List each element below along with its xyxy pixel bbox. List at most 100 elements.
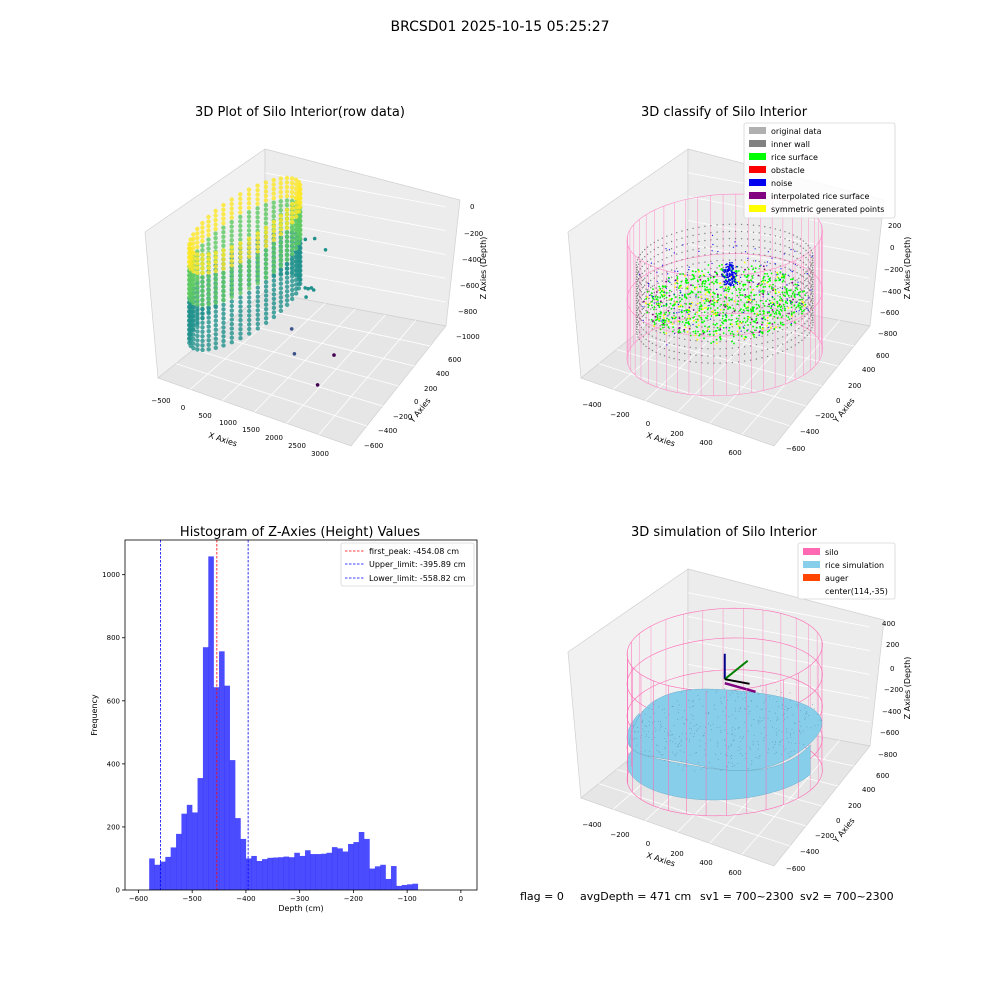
ring-point <box>195 231 200 236</box>
inner-wall-point <box>799 259 802 262</box>
rice-mesh-point <box>634 730 635 732</box>
inner-wall-point <box>668 306 670 308</box>
surface-point <box>720 303 723 306</box>
inner-wall-point <box>698 233 700 236</box>
histogram-title: Histogram of Z-Axies (Height) Values <box>180 525 420 540</box>
ring-point <box>221 311 226 316</box>
rice-mesh-point <box>693 733 695 735</box>
inner-wall-point <box>777 338 779 340</box>
surface-point <box>659 315 662 318</box>
surface-point <box>698 309 701 312</box>
surface-point <box>689 292 692 294</box>
surface-point <box>681 315 684 318</box>
ring-point <box>229 340 234 345</box>
simulation-z-tick: −800 <box>878 751 897 759</box>
surface-point <box>776 300 779 303</box>
surface-point <box>793 304 796 307</box>
surface-point <box>711 300 714 302</box>
inner-wall-point <box>636 261 638 264</box>
inner-wall-point <box>695 304 697 306</box>
ring-point <box>247 254 252 259</box>
ring-point <box>246 214 252 219</box>
ring-point <box>213 208 218 214</box>
rice-mesh-point <box>688 699 690 701</box>
inner-wall-point <box>772 332 774 334</box>
surface-point <box>700 316 702 319</box>
surface-point <box>758 265 761 268</box>
inner-wall-point <box>811 302 814 304</box>
ring-point <box>221 216 226 221</box>
ring-point <box>206 270 211 275</box>
inner-wall-point <box>689 296 691 298</box>
rice-mesh-point <box>655 744 657 746</box>
ring-point <box>200 229 205 235</box>
surface-point <box>676 279 679 282</box>
surface-point <box>759 325 761 328</box>
noise-point <box>731 261 733 264</box>
inner-wall-point <box>638 281 641 283</box>
inner-wall-point <box>805 292 807 295</box>
ring-point <box>200 252 205 258</box>
inner-wall-point <box>792 263 795 265</box>
ring-point <box>263 293 269 298</box>
inner-wall-point <box>676 246 678 248</box>
surface-point <box>722 315 724 317</box>
noise-point <box>692 323 694 326</box>
inner-wall-point <box>640 291 642 293</box>
rice-mesh-point <box>767 717 769 719</box>
inner-wall-point <box>796 279 798 281</box>
rice-mesh-point <box>731 754 733 756</box>
surface-point <box>704 288 706 290</box>
ring-point <box>294 286 299 292</box>
rice-mesh-point <box>759 721 761 723</box>
rice-mesh-point <box>742 736 744 738</box>
noise-point <box>681 294 683 296</box>
ring-point <box>246 210 252 215</box>
ring-point <box>195 275 200 280</box>
surface-point <box>799 291 802 293</box>
surface-point <box>707 277 709 280</box>
surface-point <box>728 318 730 321</box>
noise-point <box>667 315 669 317</box>
raw-x-tick: 3000 <box>311 450 329 458</box>
inner-wall-point <box>707 319 709 321</box>
histogram-bar <box>197 778 204 890</box>
inner-wall-point <box>644 256 646 258</box>
surface-point <box>726 305 729 308</box>
inner-wall-point <box>792 241 795 243</box>
noise-point <box>731 275 734 277</box>
inner-wall-point <box>752 231 755 233</box>
surface-point <box>703 311 706 314</box>
ring-point <box>191 273 196 279</box>
surface-point <box>725 320 728 322</box>
inner-wall-point <box>661 244 663 247</box>
inner-wall-point <box>737 361 740 363</box>
noise-point <box>676 286 678 288</box>
rice-mesh-point <box>802 730 804 732</box>
ring-point <box>255 215 260 220</box>
inner-wall-point <box>761 314 763 316</box>
noise-point <box>724 281 726 284</box>
surface-point <box>688 310 690 312</box>
surface-point <box>677 320 680 323</box>
surface-point <box>694 270 697 273</box>
ring-point <box>284 189 290 194</box>
inner-wall-point <box>725 312 727 314</box>
surface-point <box>774 288 777 291</box>
ring-point <box>289 189 295 195</box>
ring-point <box>290 229 295 234</box>
noise-point <box>794 263 796 265</box>
ring-point <box>200 284 205 289</box>
inner-wall-point <box>695 347 697 349</box>
surface-point <box>664 313 666 316</box>
inner-wall-point <box>636 294 639 297</box>
rice-mesh-point <box>797 706 799 708</box>
surface-point <box>666 324 668 326</box>
ring-point <box>200 311 205 316</box>
rice-mesh-point <box>684 710 685 712</box>
inner-wall-point <box>805 278 807 280</box>
rice-mesh-point <box>635 731 637 733</box>
ring-point <box>278 199 283 204</box>
ring-point <box>278 185 283 190</box>
noise-point <box>733 280 735 282</box>
